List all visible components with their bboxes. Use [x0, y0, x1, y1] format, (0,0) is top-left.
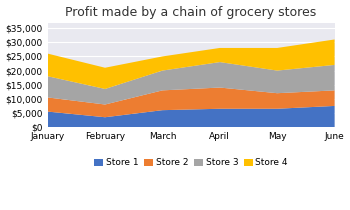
- Legend: Store 1, Store 2, Store 3, Store 4: Store 1, Store 2, Store 3, Store 4: [91, 155, 292, 171]
- Title: Profit made by a chain of grocery stores: Profit made by a chain of grocery stores: [65, 5, 317, 18]
